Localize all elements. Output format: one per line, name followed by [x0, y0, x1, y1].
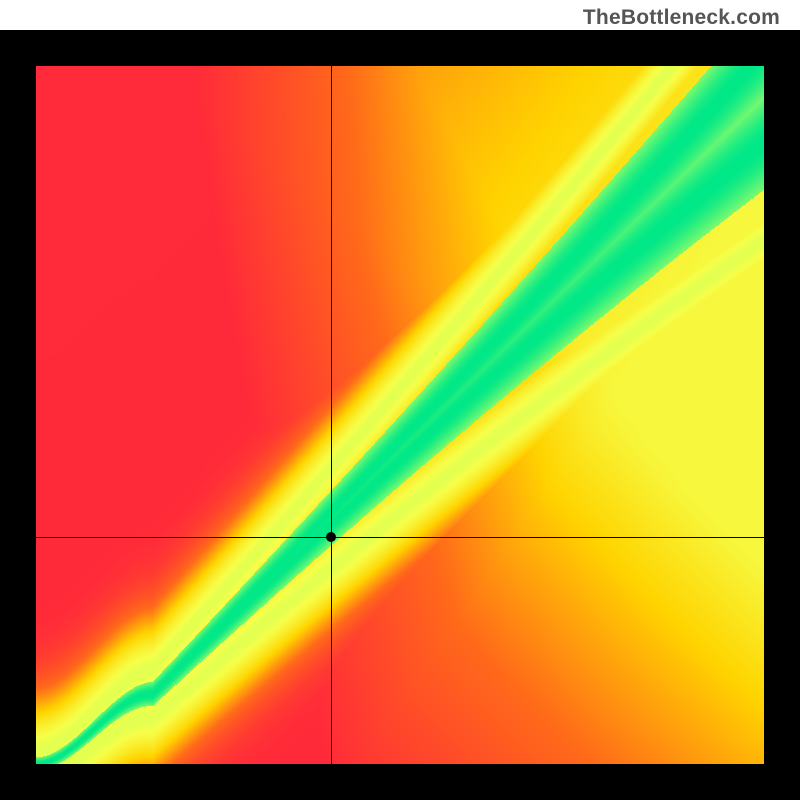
plot-frame: [0, 30, 800, 800]
crosshair-marker: [326, 532, 336, 542]
heatmap-canvas: [36, 66, 764, 764]
crosshair-vertical: [331, 66, 332, 764]
crosshair-horizontal: [36, 537, 764, 538]
figure-container: TheBottleneck.com: [0, 0, 800, 800]
attribution-text: TheBottleneck.com: [583, 6, 780, 30]
